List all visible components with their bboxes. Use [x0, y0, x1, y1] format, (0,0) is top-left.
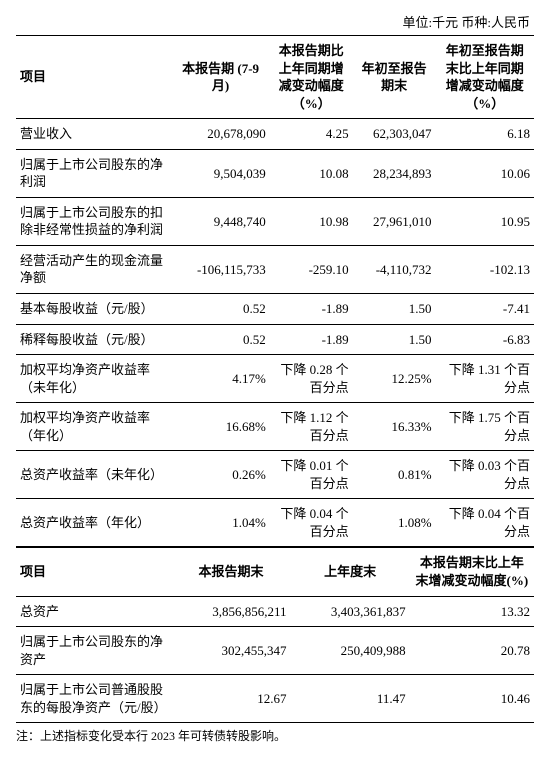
row-value: 0.52 [171, 294, 269, 325]
table-row: 稀释每股收益（元/股）0.52-1.891.50-6.83 [16, 324, 534, 355]
unit-currency-line: 单位:千元 币种:人民币 [16, 12, 534, 31]
row-label: 加权平均净资产收益率（年化） [16, 403, 171, 451]
row-value: 下降 0.01 个百分点 [270, 451, 353, 499]
row-label: 归属于上市公司股东的扣除非经常性损益的净利润 [16, 197, 171, 245]
footnote: 注：上述指标变化受本行 2023 年可转债转股影响。 [16, 727, 534, 744]
table-row: 营业收入20,678,0904.2562,303,0476.18 [16, 119, 534, 150]
row-value: 1.50 [353, 324, 436, 355]
row-value: 16.68% [171, 403, 269, 451]
row-label: 稀释每股收益（元/股） [16, 324, 171, 355]
row-value: -6.83 [436, 324, 534, 355]
row-value: -259.10 [270, 245, 353, 293]
row-value: 4.17% [171, 355, 269, 403]
row-value: 下降 1.12 个百分点 [270, 403, 353, 451]
table-row: 归属于上市公司股东的净资产302,455,347250,409,98820.78 [16, 627, 534, 675]
table-row: 归属于上市公司股东的净利润9,504,03910.0828,234,89310.… [16, 149, 534, 197]
row-value: 1.50 [353, 294, 436, 325]
t1-header-period-change: 本报告期比上年同期增减变动幅度（%） [270, 36, 353, 119]
financial-table-period: 项目 本报告期 (7-9月) 本报告期比上年同期增减变动幅度（%） 年初至报告期… [16, 35, 534, 547]
row-label: 营业收入 [16, 119, 171, 150]
row-value: -1.89 [270, 294, 353, 325]
row-value: 20,678,090 [171, 119, 269, 150]
table-row: 加权平均净资产收益率（未年化）4.17%下降 0.28 个百分点12.25%下降… [16, 355, 534, 403]
row-value: 10.46 [410, 675, 534, 723]
row-value: 3,856,856,211 [171, 596, 290, 627]
table-row: 加权平均净资产收益率（年化）16.68%下降 1.12 个百分点16.33%下降… [16, 403, 534, 451]
row-value: 10.06 [436, 149, 534, 197]
row-label: 归属于上市公司普通股股东的每股净资产（元/股） [16, 675, 171, 723]
t1-header-period: 本报告期 (7-9月) [171, 36, 269, 119]
table-row: 基本每股收益（元/股）0.52-1.891.50-7.41 [16, 294, 534, 325]
row-value: 6.18 [436, 119, 534, 150]
row-label: 归属于上市公司股东的净利润 [16, 149, 171, 197]
table-row: 总资产收益率（年化）1.04%下降 0.04 个百分点1.08%下降 0.04 … [16, 499, 534, 547]
row-value: 下降 1.31 个百分点 [436, 355, 534, 403]
row-label: 经营活动产生的现金流量净额 [16, 245, 171, 293]
row-value: 250,409,988 [291, 627, 410, 675]
row-value: -102.13 [436, 245, 534, 293]
row-value: 4.25 [270, 119, 353, 150]
row-value: 10.95 [436, 197, 534, 245]
row-value: -4,110,732 [353, 245, 436, 293]
t2-header-item: 项目 [16, 548, 171, 596]
t1-header-ytd: 年初至报告期末 [353, 36, 436, 119]
t2-header-period-end: 本报告期末 [171, 548, 290, 596]
row-value: 11.47 [291, 675, 410, 723]
row-value: 12.67 [171, 675, 290, 723]
row-label: 总资产收益率（年化） [16, 499, 171, 547]
row-value: 0.81% [353, 451, 436, 499]
row-value: 1.04% [171, 499, 269, 547]
row-value: 27,961,010 [353, 197, 436, 245]
row-value: 302,455,347 [171, 627, 290, 675]
row-value: -7.41 [436, 294, 534, 325]
row-value: 下降 0.28 个百分点 [270, 355, 353, 403]
row-value: 0.26% [171, 451, 269, 499]
t1-header-item: 项目 [16, 36, 171, 119]
row-value: 10.98 [270, 197, 353, 245]
row-value: 9,504,039 [171, 149, 269, 197]
row-label: 总资产收益率（未年化） [16, 451, 171, 499]
row-value: 下降 0.03 个百分点 [436, 451, 534, 499]
table-row: 经营活动产生的现金流量净额-106,115,733-259.10-4,110,7… [16, 245, 534, 293]
row-value: -1.89 [270, 324, 353, 355]
table-row: 总资产收益率（未年化）0.26%下降 0.01 个百分点0.81%下降 0.03… [16, 451, 534, 499]
t1-header-ytd-change: 年初至报告期末比上年同期增减变动幅度（%） [436, 36, 534, 119]
t2-header-change: 本报告期末比上年末增减变动幅度(%) [410, 548, 534, 596]
row-value: 16.33% [353, 403, 436, 451]
row-value: 下降 0.04 个百分点 [436, 499, 534, 547]
table-row: 归属于上市公司股东的扣除非经常性损益的净利润9,448,74010.9827,9… [16, 197, 534, 245]
row-value: 12.25% [353, 355, 436, 403]
table-row: 总资产3,856,856,2113,403,361,83713.32 [16, 596, 534, 627]
table-row: 归属于上市公司普通股股东的每股净资产（元/股）12.6711.4710.46 [16, 675, 534, 723]
row-label: 加权平均净资产收益率（未年化） [16, 355, 171, 403]
row-value: 3,403,361,837 [291, 596, 410, 627]
row-value: 10.08 [270, 149, 353, 197]
row-value: -106,115,733 [171, 245, 269, 293]
row-label: 总资产 [16, 596, 171, 627]
row-label: 基本每股收益（元/股） [16, 294, 171, 325]
row-value: 28,234,893 [353, 149, 436, 197]
financial-table-balance: 项目 本报告期末 上年度末 本报告期末比上年末增减变动幅度(%) 总资产3,85… [16, 547, 534, 723]
row-value: 1.08% [353, 499, 436, 547]
row-value: 0.52 [171, 324, 269, 355]
row-value: 下降 0.04 个百分点 [270, 499, 353, 547]
row-value: 62,303,047 [353, 119, 436, 150]
t2-header-prev-year-end: 上年度末 [291, 548, 410, 596]
row-value: 下降 1.75 个百分点 [436, 403, 534, 451]
row-value: 13.32 [410, 596, 534, 627]
row-value: 9,448,740 [171, 197, 269, 245]
row-label: 归属于上市公司股东的净资产 [16, 627, 171, 675]
row-value: 20.78 [410, 627, 534, 675]
